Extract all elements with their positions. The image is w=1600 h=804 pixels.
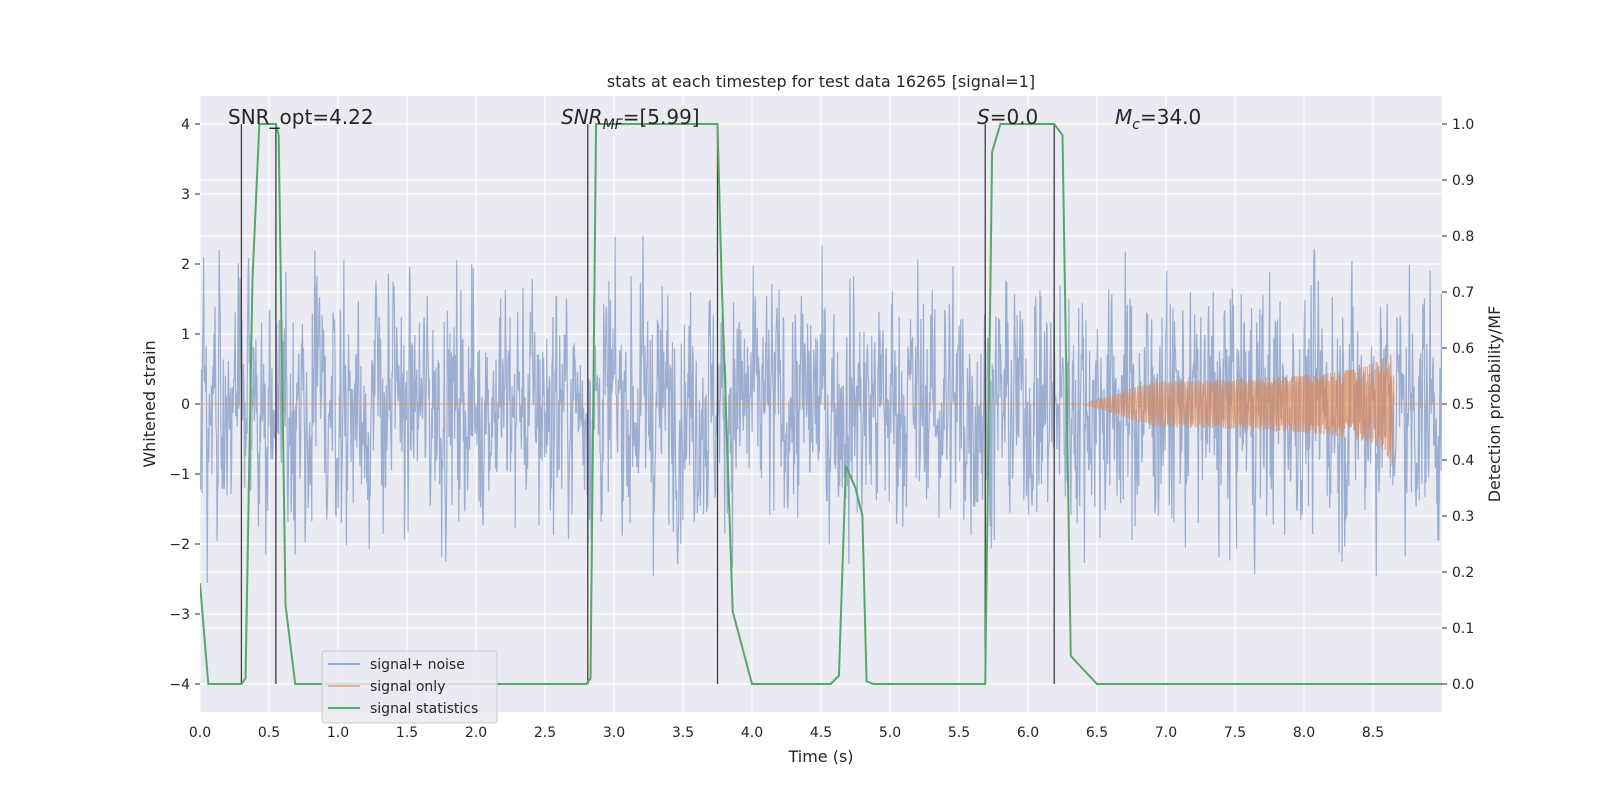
y-tick-label-left: 3 [181,187,190,203]
x-tick-label: 1.0 [327,725,349,741]
annotation-s-tail: =0.0 [990,105,1039,129]
y-tick-label-left: 0 [181,397,190,413]
y-axis-label-right: Detection probability/MF [1485,306,1504,503]
y-tick-label-right: 0.6 [1452,341,1474,357]
x-tick-label: 0.0 [189,725,211,741]
y-tick-label-left: −4 [169,677,190,693]
x-tick-label: 8.0 [1293,725,1315,741]
x-tick-label: 4.0 [741,725,763,741]
x-tick-label: 7.0 [1155,725,1177,741]
y-tick-label-right: 0.0 [1452,677,1474,693]
legend-box [321,650,498,724]
annotation-mc-sub: c [1132,117,1140,133]
annotation-s-main: S [977,105,990,129]
x-tick-label: 0.5 [258,725,280,741]
annotation-snr-mf-sub: MF [603,117,624,133]
y-tick-label-left: 1 [181,327,190,343]
annotation-snr-mf: SNRMF=[5.99] [561,105,700,133]
x-tick-label: 7.5 [1224,725,1246,741]
y-tick-label-right: 0.9 [1452,173,1474,189]
x-tick-label: 6.5 [1086,725,1108,741]
x-tick-label: 4.5 [810,725,832,741]
x-tick-label: 6.0 [1017,725,1039,741]
x-tick-label: 3.0 [603,725,625,741]
x-tick-label: 5.0 [879,725,901,741]
legend-label-signal-noise: signal+ noise [370,657,465,673]
y-tick-label-left: −3 [169,607,190,623]
x-tick-label: 2.0 [465,725,487,741]
y-tick-label-right: 0.3 [1452,509,1474,525]
series-signal-statistics-line [200,123,1442,685]
y-tick-label-left: 4 [181,117,190,133]
y-tick-label-right: 0.4 [1452,453,1474,469]
annotation-snr-mf-main: SNR [561,105,603,129]
x-tick-label: 1.5 [396,725,418,741]
y-tick-label-left: −1 [169,467,190,483]
annotation-mc-main: M [1115,105,1132,129]
annotation-snr-mf-tail: =[5.99] [623,105,700,129]
series-signal-only-line [200,354,1442,466]
axes-layer: 0.0 0.5 1.0 1.5 2.0 2.5 3.0 3.5 4.0 4.5 5.0 5.5 6.0 6… [169,117,1474,741]
x-tick-label: 2.5 [534,725,556,741]
annotation-snr-opt: SNR_opt=4.22 [228,105,374,129]
y-tick-label-right: 1.0 [1452,117,1474,133]
y-tick-label-right: 0.7 [1452,285,1474,301]
legend: signal+ noise signal only signal statist… [321,650,498,724]
x-tick-label: 5.5 [948,725,970,741]
annotation-mc: Mc=34.0 [1115,105,1201,133]
annotation-mc-tail: =34.0 [1140,105,1201,129]
y-tick-label-right: 0.5 [1452,397,1474,413]
x-tick-label: 3.5 [672,725,694,741]
y-tick-label-left: −2 [169,537,190,553]
y-tick-label-right: 0.2 [1452,565,1474,581]
chart-title: stats at each timestep for test data 162… [607,72,1035,91]
y-tick-label-right: 0.8 [1452,229,1474,245]
x-axis-label: Time (s) [787,747,853,766]
y-tick-label-left: 2 [181,257,190,273]
y-tick-label-right: 0.1 [1452,621,1474,637]
x-tick-label: 8.5 [1362,725,1384,741]
legend-label-signal-statistics: signal statistics [370,701,478,717]
annotation-s: S=0.0 [977,105,1038,129]
plot-layer [200,123,1442,685]
legend-label-signal-only: signal only [370,679,445,695]
y-axis-label-left: Whitened strain [140,340,159,467]
